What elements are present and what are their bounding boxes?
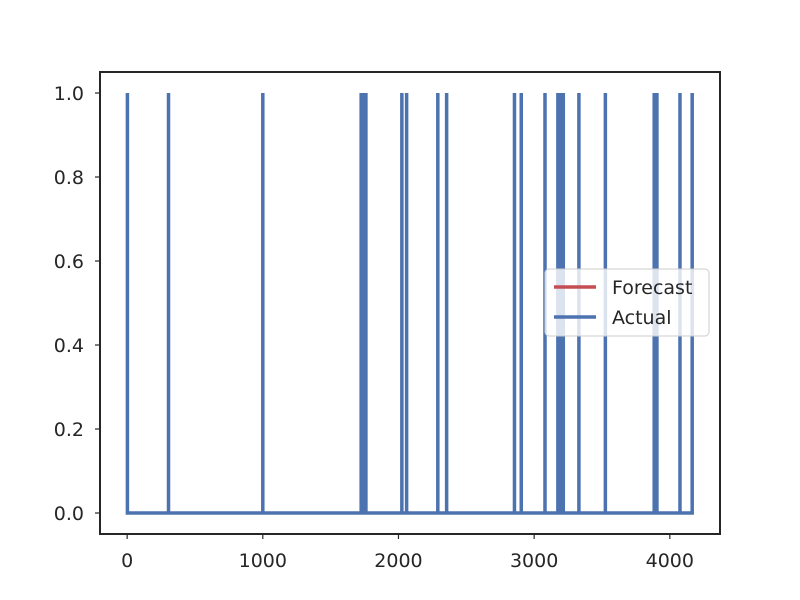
- axes-frame: [99, 71, 721, 535]
- series-line-actual: [125, 93, 694, 515]
- x-tick-label: 4000: [646, 550, 694, 572]
- legend-label-forecast: Forecast: [612, 277, 692, 299]
- y-tick-label: 0.2: [54, 419, 84, 441]
- ticks-layer: 0 1000 2000 3000 4000 0.0 0.2 0.4 0.6 0.8 1.0: [54, 83, 694, 572]
- x-tick-label: 2000: [374, 550, 422, 572]
- x-tick-label: 0: [121, 550, 133, 572]
- legend: Forecast Actual: [544, 268, 710, 337]
- y-tick-label: 0.6: [54, 251, 84, 273]
- x-tick-label: 1000: [239, 550, 287, 572]
- legend-label-actual: Actual: [612, 307, 672, 329]
- y-tick-label: 0.4: [54, 335, 84, 357]
- y-tick-label: 0.8: [54, 167, 84, 189]
- y-tick-label: 0.0: [54, 503, 84, 525]
- y-tick-label: 1.0: [54, 83, 84, 105]
- x-tick-label: 3000: [510, 550, 558, 572]
- series-layer: [125, 93, 694, 515]
